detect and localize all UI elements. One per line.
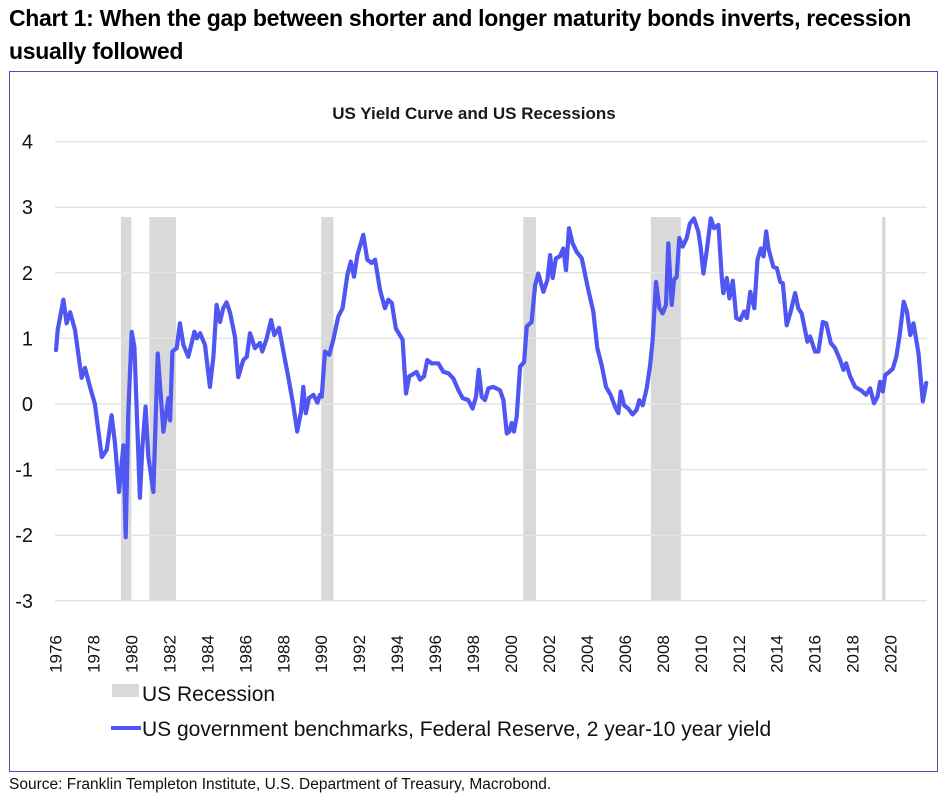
y-tick-label: 0: [22, 394, 33, 416]
x-tick-label: 1982: [160, 635, 179, 673]
x-tick-label: 1980: [122, 635, 141, 673]
series-layer: [53, 216, 929, 540]
series-line-0: [53, 216, 929, 540]
chart-title: US Yield Curve and US Recessions: [332, 104, 615, 123]
x-tick-label: 2006: [616, 635, 635, 673]
recession-bar-0: [120, 217, 132, 601]
x-tick-label: 2016: [806, 635, 825, 673]
legend-recession-swatch: [112, 684, 139, 697]
y-tick-label: 2: [22, 263, 33, 285]
source-note: Source: Franklin Templeton Institute, U.…: [9, 776, 552, 793]
x-tick-label: 1978: [84, 635, 103, 673]
x-tick-label: 1994: [388, 635, 407, 673]
x-tick-label: 1996: [426, 635, 445, 673]
recession-bar-3: [523, 217, 537, 601]
x-tick-label: 1992: [350, 635, 369, 673]
recession-bar-2: [321, 217, 334, 601]
gridlines: [55, 140, 927, 602]
legend: US Recession US government benchmarks, F…: [111, 683, 771, 741]
x-tick-label: 2014: [768, 635, 787, 673]
y-tick-label: -2: [15, 525, 33, 547]
y-axis-ticks: 4 3 2 1 0 -1 -2 -3: [15, 132, 33, 613]
recession-bar-5: [882, 217, 886, 601]
x-tick-label: 1988: [274, 635, 293, 673]
y-tick-label: 4: [22, 132, 33, 154]
x-tick-label: 2010: [692, 635, 711, 673]
x-tick-label: 1990: [312, 635, 331, 673]
y-tick-label: -3: [15, 591, 33, 613]
x-tick-label: 2008: [654, 635, 673, 673]
chart-headline: Chart 1: When the gap between shorter an…: [9, 5, 911, 64]
x-tick-label: 1976: [46, 635, 65, 673]
chart-frame: [9, 71, 938, 772]
x-tick-label: 1984: [198, 635, 217, 673]
x-tick-label: 2000: [502, 635, 521, 673]
x-tick-label: 2004: [578, 635, 597, 673]
x-tick-label: 2020: [882, 635, 901, 673]
y-tick-label: 1: [22, 328, 33, 350]
y-tick-label: -1: [15, 460, 33, 482]
x-tick-label: 1986: [236, 635, 255, 673]
x-axis-ticks: 1976 1978 1980 1982 1984 1986 1988 1990 1992 1994…: [46, 635, 900, 673]
legend-line-label: US government benchmarks, Federal Reserv…: [142, 718, 771, 741]
x-tick-label: 2002: [540, 635, 559, 673]
y-tick-label: 3: [22, 197, 33, 219]
x-tick-label: 1998: [464, 635, 483, 673]
x-tick-label: 2018: [844, 635, 863, 673]
legend-recession-label: US Recession: [142, 683, 275, 706]
x-tick-label: 2012: [730, 635, 749, 673]
